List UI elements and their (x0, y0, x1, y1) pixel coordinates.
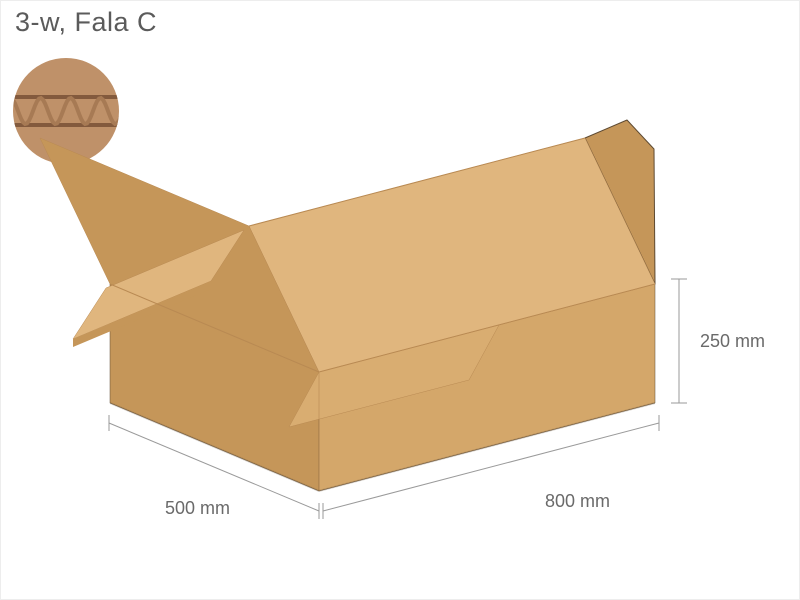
corrugated-cross-section-icon (3, 58, 129, 164)
length-label: 800 mm (545, 491, 610, 512)
diagram-canvas: 3-w, Fala C 800 mm 500 mm 250 mm (0, 0, 800, 600)
cardboard-box-illustration (40, 120, 655, 491)
box-diagram-svg (1, 1, 800, 600)
height-label: 250 mm (700, 331, 765, 352)
width-label: 500 mm (165, 498, 230, 519)
